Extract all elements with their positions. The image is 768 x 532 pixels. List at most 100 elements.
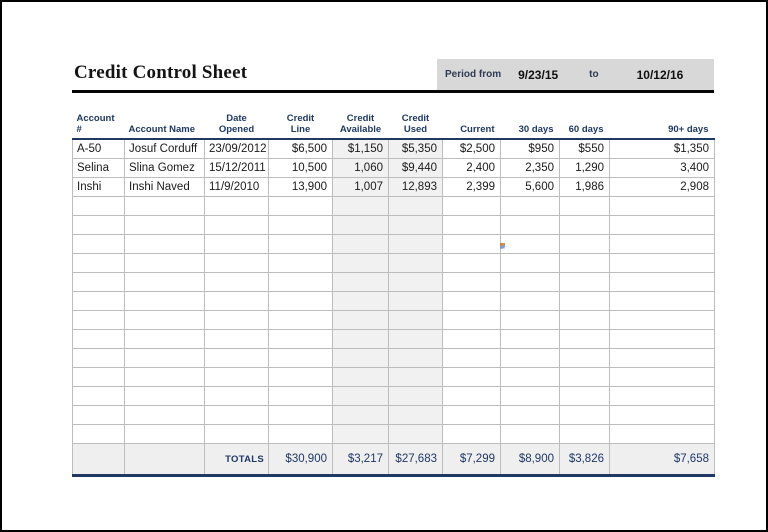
cell[interactable]	[609, 329, 715, 349]
cell[interactable]	[204, 272, 269, 292]
totals-label[interactable]: TOTALS	[204, 443, 269, 477]
cell[interactable]: $5,350	[388, 138, 443, 159]
cell[interactable]	[332, 310, 389, 330]
column-header-8[interactable]: 30 days	[500, 105, 560, 140]
cell[interactable]	[268, 272, 333, 292]
cell[interactable]	[72, 329, 125, 349]
cell[interactable]	[559, 348, 610, 368]
cell[interactable]	[500, 386, 560, 406]
cell[interactable]	[559, 272, 610, 292]
column-header-7[interactable]: Current	[442, 105, 501, 140]
cell[interactable]	[442, 329, 501, 349]
cell[interactable]	[442, 272, 501, 292]
cell[interactable]	[268, 367, 333, 387]
cell[interactable]	[332, 424, 389, 444]
cell[interactable]	[72, 291, 125, 311]
cell[interactable]	[442, 367, 501, 387]
cell[interactable]	[332, 253, 389, 273]
cell[interactable]	[124, 215, 205, 235]
cell[interactable]: $8,900	[500, 443, 560, 477]
cell[interactable]: 2,399	[442, 177, 501, 197]
cell[interactable]: 10,500	[268, 158, 333, 178]
cell[interactable]	[442, 253, 501, 273]
cell[interactable]	[388, 310, 443, 330]
cell[interactable]	[204, 348, 269, 368]
cell[interactable]	[388, 386, 443, 406]
cell[interactable]	[204, 367, 269, 387]
cell[interactable]	[124, 443, 205, 477]
cell[interactable]	[559, 367, 610, 387]
cell[interactable]: 2,350	[500, 158, 560, 178]
cell[interactable]	[332, 234, 389, 254]
cell[interactable]	[442, 386, 501, 406]
cell[interactable]	[442, 291, 501, 311]
cell[interactable]	[388, 215, 443, 235]
cell[interactable]	[500, 348, 560, 368]
cell[interactable]: $7,299	[442, 443, 501, 477]
cell[interactable]: 1,290	[559, 158, 610, 178]
cell[interactable]	[559, 234, 610, 254]
cell[interactable]	[388, 196, 443, 216]
cell[interactable]: $950	[500, 138, 560, 159]
cell[interactable]	[268, 310, 333, 330]
cell[interactable]	[500, 272, 560, 292]
cell[interactable]	[388, 367, 443, 387]
cell[interactable]: 13,900	[268, 177, 333, 197]
cell[interactable]	[559, 215, 610, 235]
cell[interactable]: 15/12/2011	[204, 158, 269, 178]
cell[interactable]	[204, 291, 269, 311]
cell[interactable]: 1,060	[332, 158, 389, 178]
cell[interactable]	[204, 215, 269, 235]
cell[interactable]	[559, 405, 610, 425]
cell[interactable]	[332, 272, 389, 292]
cell[interactable]: 5,600	[500, 177, 560, 197]
cell[interactable]	[124, 272, 205, 292]
cell[interactable]	[72, 443, 125, 477]
cell[interactable]	[332, 405, 389, 425]
cell[interactable]: A-50	[72, 138, 125, 159]
cell[interactable]	[204, 329, 269, 349]
cell[interactable]	[268, 234, 333, 254]
cell[interactable]	[609, 405, 715, 425]
cell[interactable]: 2,908	[609, 177, 715, 197]
cell[interactable]	[204, 405, 269, 425]
cell[interactable]	[442, 196, 501, 216]
cell[interactable]: $6,500	[268, 138, 333, 159]
cell[interactable]	[332, 348, 389, 368]
cell[interactable]: $1,350	[609, 138, 715, 159]
cell[interactable]	[124, 329, 205, 349]
cell[interactable]: $3,217	[332, 443, 389, 477]
cell[interactable]	[268, 196, 333, 216]
cell[interactable]	[609, 424, 715, 444]
column-header-10[interactable]: 90+ days	[609, 105, 715, 140]
cell[interactable]	[609, 253, 715, 273]
cell[interactable]	[332, 291, 389, 311]
cell[interactable]	[268, 405, 333, 425]
cell[interactable]	[268, 215, 333, 235]
cell[interactable]	[204, 424, 269, 444]
cell[interactable]: $27,683	[388, 443, 443, 477]
cell[interactable]	[332, 215, 389, 235]
cell[interactable]: 23/09/2012	[204, 138, 269, 159]
cell[interactable]	[559, 424, 610, 444]
cell[interactable]: $1,150	[332, 138, 389, 159]
cell[interactable]: $2,500	[442, 138, 501, 159]
cell[interactable]	[268, 253, 333, 273]
cell[interactable]	[124, 196, 205, 216]
cell[interactable]: $550	[559, 138, 610, 159]
cell[interactable]: $30,900	[268, 443, 333, 477]
cell[interactable]	[268, 386, 333, 406]
cell[interactable]	[609, 386, 715, 406]
cell[interactable]	[559, 386, 610, 406]
column-header-9[interactable]: 60 days	[559, 105, 610, 140]
cell[interactable]	[124, 367, 205, 387]
cell[interactable]	[500, 291, 560, 311]
cell[interactable]	[500, 234, 560, 254]
cell[interactable]	[124, 348, 205, 368]
cell[interactable]	[124, 291, 205, 311]
cell[interactable]	[388, 272, 443, 292]
cell[interactable]	[332, 367, 389, 387]
cell[interactable]	[500, 405, 560, 425]
cell[interactable]	[72, 234, 125, 254]
cell[interactable]	[500, 253, 560, 273]
